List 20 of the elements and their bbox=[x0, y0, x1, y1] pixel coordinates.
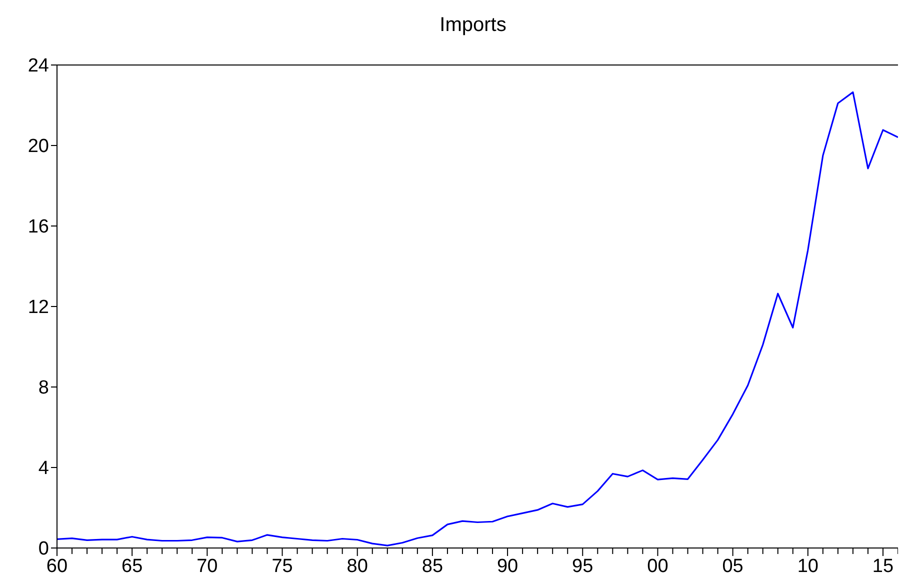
x-tick-label: 95 bbox=[572, 556, 594, 577]
x-tick-label: 10 bbox=[797, 556, 818, 577]
x-tick-label: 85 bbox=[422, 556, 444, 577]
x-tick-label: 70 bbox=[196, 556, 218, 577]
x-tick-label: 90 bbox=[496, 556, 518, 577]
x-tick-label: 65 bbox=[122, 556, 143, 577]
chart-title: Imports bbox=[438, 13, 508, 38]
y-tick-label: 0 bbox=[38, 538, 49, 560]
x-tick-label: 60 bbox=[46, 556, 68, 577]
y-tick-label: 4 bbox=[38, 458, 50, 480]
x-tick-label: 75 bbox=[272, 556, 293, 577]
y-tick-label: 12 bbox=[28, 297, 49, 318]
y-tick-label: 8 bbox=[38, 378, 49, 399]
x-tick-label: 80 bbox=[346, 556, 368, 577]
y-tick-label: 24 bbox=[28, 56, 50, 77]
y-tick-label: 16 bbox=[28, 216, 49, 238]
x-tick-label: 15 bbox=[872, 556, 894, 577]
x-tick-label: 00 bbox=[647, 556, 668, 577]
x-tick-label: 05 bbox=[722, 556, 744, 577]
y-tick-label: 20 bbox=[28, 136, 49, 158]
